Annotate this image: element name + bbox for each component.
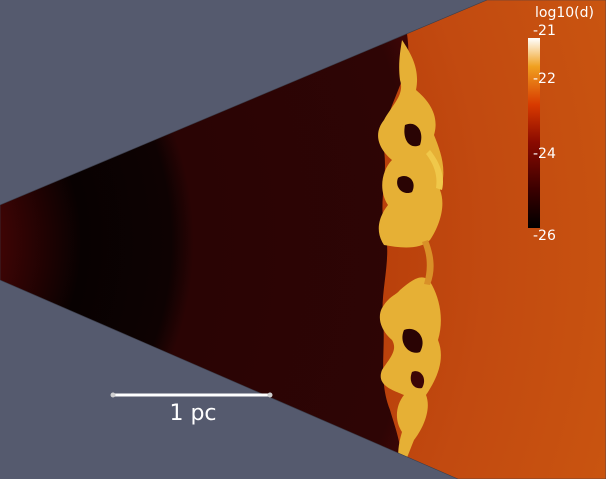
scale-bar-left-cap (110, 392, 116, 398)
colorbar-tick-label: -26 (533, 228, 556, 244)
shell-fragment-lower (379, 277, 441, 472)
colorbar-tick-label: -22 (533, 71, 556, 87)
colorbar-title: log10(d) (535, 5, 594, 21)
colorbar-tick-label: -21 (533, 23, 556, 39)
colorbar-tick-label: -24 (533, 146, 556, 162)
scale-bar-right-cap (267, 392, 273, 398)
colorbar-gradient (528, 38, 540, 228)
scale-bar-label: 1 pc (169, 401, 217, 426)
